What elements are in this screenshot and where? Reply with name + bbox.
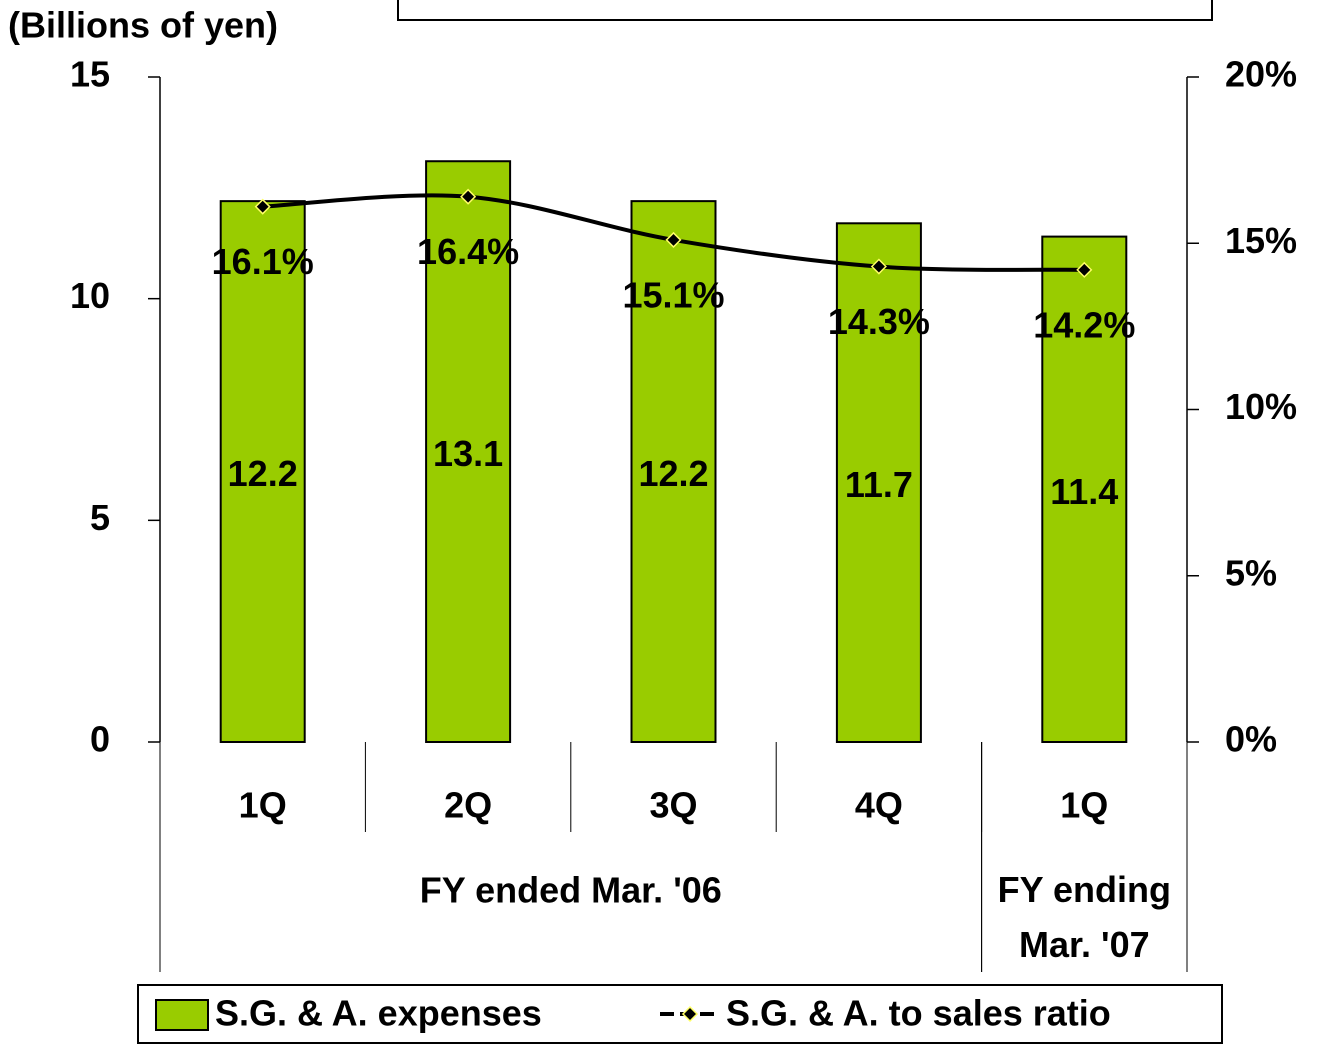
line-value-label: 14.2% bbox=[1033, 304, 1135, 345]
y-tick-label: 15 bbox=[70, 54, 110, 95]
line-value-label: 14.3% bbox=[828, 301, 930, 342]
x-tick-label: 3Q bbox=[649, 785, 697, 826]
bar-value-label: 12.2 bbox=[638, 453, 708, 494]
bar-value-label: 11.4 bbox=[1050, 471, 1118, 512]
legend-swatch bbox=[155, 999, 209, 1031]
bar-value-label: 11.7 bbox=[845, 464, 913, 505]
line-value-label: 16.4% bbox=[417, 231, 519, 272]
y-axis-label: (Billions of yen) bbox=[8, 5, 278, 46]
bar-value-label: 13.1 bbox=[433, 433, 503, 474]
legend-label: S.G. & A. to sales ratio bbox=[726, 993, 1111, 1034]
group-label: Mar. '07 bbox=[1019, 924, 1150, 965]
x-tick-label: 4Q bbox=[855, 785, 903, 826]
line-marker bbox=[665, 231, 682, 248]
y-tick-label: 10 bbox=[70, 275, 110, 316]
x-tick-label: 1Q bbox=[1060, 785, 1108, 826]
bar bbox=[219, 200, 306, 743]
bar bbox=[1041, 235, 1128, 743]
line-marker bbox=[870, 258, 887, 275]
group-label: FY ended Mar. '06 bbox=[420, 870, 722, 911]
line-value-label: 16.1% bbox=[212, 241, 314, 282]
y2-tick-label: 10% bbox=[1225, 386, 1297, 427]
line-value-label: 15.1% bbox=[622, 274, 724, 315]
legend-label: S.G. & A. expenses bbox=[215, 993, 542, 1034]
line-marker bbox=[1076, 261, 1093, 278]
bar bbox=[425, 160, 512, 743]
y2-tick-label: 20% bbox=[1225, 54, 1297, 95]
y2-tick-label: 0% bbox=[1225, 719, 1277, 760]
bar bbox=[835, 222, 922, 744]
bar-value-label: 12.2 bbox=[228, 453, 298, 494]
x-tick-label: 2Q bbox=[444, 785, 492, 826]
legend-marker bbox=[681, 1005, 699, 1023]
bar bbox=[630, 200, 717, 743]
line-marker bbox=[254, 198, 271, 215]
y2-tick-label: 15% bbox=[1225, 220, 1297, 261]
line-marker bbox=[460, 188, 477, 205]
title-box bbox=[397, 0, 1213, 21]
x-tick-label: 1Q bbox=[239, 785, 287, 826]
y-tick-label: 5 bbox=[90, 497, 110, 538]
group-label: FY ending bbox=[998, 869, 1171, 910]
y2-tick-label: 5% bbox=[1225, 552, 1277, 593]
y-tick-label: 0 bbox=[90, 719, 110, 760]
